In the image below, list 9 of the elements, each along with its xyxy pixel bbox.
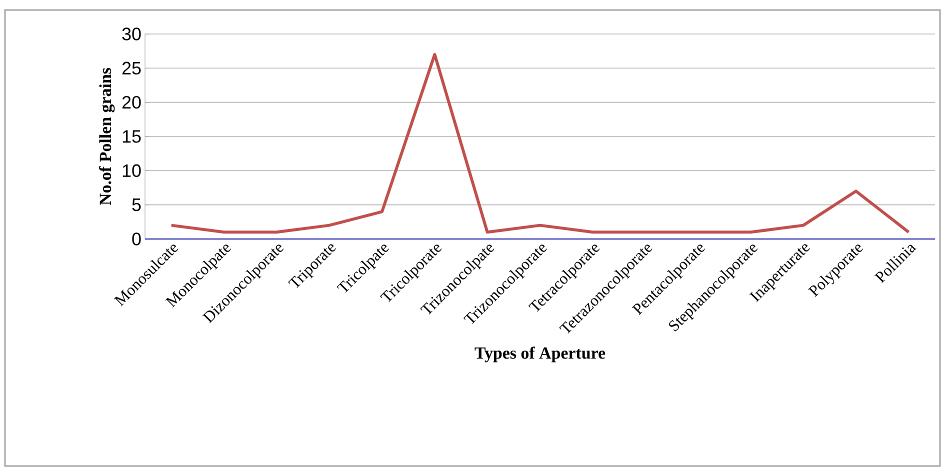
y-axis-title: No.of Pollen grains xyxy=(99,68,115,206)
y-tick-label: 20 xyxy=(122,96,141,109)
y-tick-label: 15 xyxy=(122,130,141,143)
y-tick-label: 30 xyxy=(122,28,141,40)
y-tick-label: 25 xyxy=(122,62,141,74)
y-tick-label: 0 xyxy=(132,232,141,246)
x-axis-title: Types of Aperture xyxy=(474,346,606,362)
y-tick-label: 5 xyxy=(132,198,141,212)
y-tick-label: 10 xyxy=(122,164,141,177)
